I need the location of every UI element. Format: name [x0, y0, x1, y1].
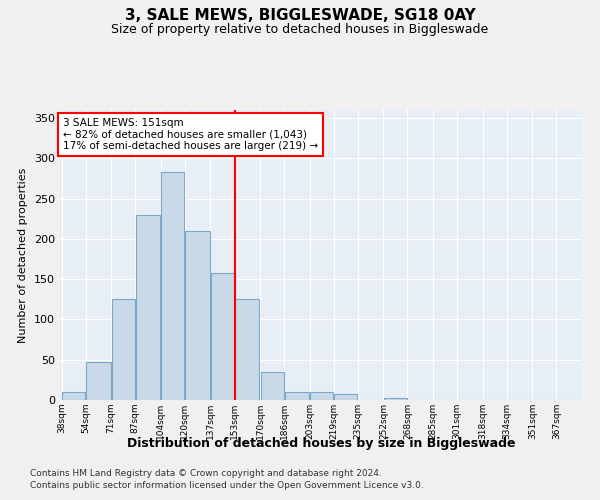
Bar: [161, 172, 184, 400]
Text: Contains HM Land Registry data © Crown copyright and database right 2024.: Contains HM Land Registry data © Crown c…: [30, 468, 382, 477]
Bar: [235, 300, 259, 400]
Bar: [260, 372, 284, 400]
Bar: [136, 214, 160, 400]
Bar: [185, 231, 210, 400]
Text: 3 SALE MEWS: 151sqm
← 82% of detached houses are smaller (1,043)
17% of semi-det: 3 SALE MEWS: 151sqm ← 82% of detached ho…: [63, 118, 318, 152]
Bar: [310, 392, 333, 400]
Text: 3, SALE MEWS, BIGGLESWADE, SG18 0AY: 3, SALE MEWS, BIGGLESWADE, SG18 0AY: [125, 8, 475, 22]
Bar: [334, 394, 357, 400]
Bar: [285, 392, 309, 400]
Text: Distribution of detached houses by size in Biggleswade: Distribution of detached houses by size …: [127, 438, 515, 450]
Bar: [112, 298, 134, 400]
Text: Contains public sector information licensed under the Open Government Licence v3: Contains public sector information licen…: [30, 481, 424, 490]
Bar: [211, 272, 234, 400]
Bar: [62, 392, 85, 400]
Bar: [86, 362, 110, 400]
Bar: [384, 398, 407, 400]
Text: Size of property relative to detached houses in Biggleswade: Size of property relative to detached ho…: [112, 22, 488, 36]
Y-axis label: Number of detached properties: Number of detached properties: [19, 168, 28, 342]
